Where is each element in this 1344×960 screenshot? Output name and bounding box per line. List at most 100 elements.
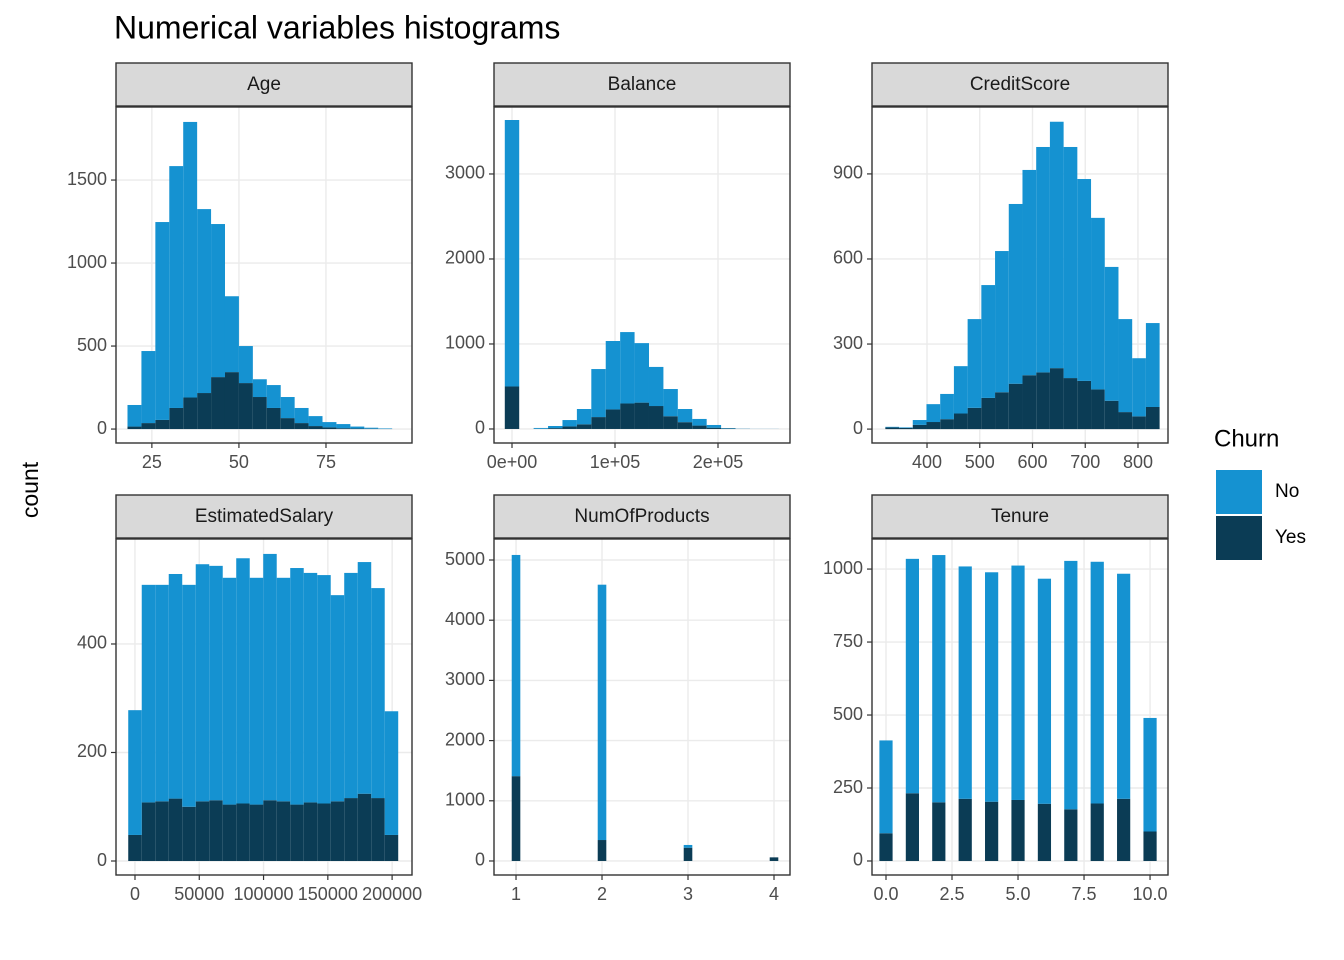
- histogram-bar: [663, 416, 678, 429]
- x-tick-label: 500: [965, 452, 995, 472]
- x-tick-label: 0: [130, 884, 140, 904]
- histogram-bar: [958, 566, 972, 799]
- histogram-bar: [597, 840, 607, 861]
- histogram-bar: [879, 833, 893, 861]
- facet-title: CreditScore: [970, 74, 1070, 95]
- histogram-bar: [683, 844, 693, 848]
- histogram-bar: [224, 372, 239, 430]
- histogram-bar: [576, 409, 592, 425]
- histogram-bar: [183, 121, 198, 398]
- histogram-bar: [303, 572, 318, 803]
- histogram-bar: [209, 800, 223, 862]
- histogram-bar: [1037, 803, 1052, 861]
- histogram-bar: [364, 427, 379, 429]
- x-tick-label: 150000: [298, 884, 358, 904]
- x-tick-label: 5.0: [1006, 884, 1031, 904]
- histogram-bar: [620, 332, 635, 404]
- histogram-bar: [280, 418, 295, 430]
- histogram-bar: [899, 427, 913, 430]
- histogram-bar: [222, 804, 237, 862]
- histogram-bar: [995, 392, 1009, 430]
- histogram-bar: [692, 425, 707, 429]
- histogram-bar: [981, 285, 996, 398]
- y-tick-label: 3000: [445, 669, 485, 689]
- panel-border: [871, 106, 1169, 444]
- histogram-bar: [1077, 179, 1092, 381]
- facet-title: Balance: [608, 74, 677, 95]
- x-tick-label: 1e+05: [590, 452, 641, 472]
- facet-strip: [493, 494, 791, 539]
- histogram-bar: [879, 740, 893, 834]
- x-tick-label: 2e+05: [693, 452, 744, 472]
- histogram-bar: [141, 423, 156, 430]
- panel-background: [494, 539, 790, 875]
- histogram-bar: [336, 424, 351, 429]
- histogram-bar: [127, 404, 142, 427]
- x-tick-label: 0.0: [873, 884, 898, 904]
- histogram-bar: [926, 404, 941, 423]
- histogram-bar: [1143, 717, 1157, 832]
- y-tick-label: 0: [97, 418, 107, 438]
- y-tick-label: 1500: [67, 169, 107, 189]
- histogram-bar: [303, 802, 318, 862]
- legend-key: [1216, 470, 1262, 514]
- y-tick-label: 1000: [445, 333, 485, 353]
- histogram-bar: [384, 711, 399, 835]
- y-axis-label: count: [17, 461, 43, 518]
- histogram-bar: [238, 383, 253, 430]
- histogram-bar: [591, 369, 606, 418]
- histogram-bar: [648, 406, 664, 429]
- histogram-bar: [932, 802, 946, 861]
- histogram-bar: [1064, 560, 1078, 810]
- histogram-bar: [932, 555, 946, 803]
- facet-title: Tenure: [991, 506, 1049, 527]
- histogram-bar: [548, 428, 563, 429]
- histogram-bar: [985, 801, 999, 861]
- histogram-bar: [195, 564, 210, 802]
- histogram-bar: [967, 407, 982, 430]
- histogram-bar: [1117, 573, 1131, 799]
- histogram-bar: [317, 803, 331, 862]
- histogram-bar: [1008, 383, 1023, 430]
- histogram-bar: [252, 397, 267, 430]
- x-tick-label: 700: [1070, 452, 1100, 472]
- histogram-bar: [1090, 803, 1104, 861]
- histogram-bar: [238, 346, 253, 384]
- histogram-bar: [155, 584, 169, 802]
- histogram-bar: [249, 804, 264, 862]
- y-tick-label: 300: [833, 333, 863, 353]
- histogram-bar: [357, 793, 372, 862]
- histogram-bar: [1132, 358, 1146, 417]
- histogram-bar: [195, 801, 210, 862]
- histogram-bar: [290, 804, 304, 862]
- histogram-bar: [769, 857, 779, 861]
- panel-border: [493, 538, 791, 876]
- histogram-bar: [168, 798, 183, 862]
- histogram-bar: [330, 595, 345, 802]
- histogram-bar: [249, 577, 264, 805]
- histogram-bar: [236, 558, 250, 804]
- x-tick-label: 0e+00: [487, 452, 538, 472]
- histogram-bar: [197, 209, 212, 394]
- histogram-bar: [276, 801, 291, 862]
- histogram-bar: [1117, 798, 1131, 861]
- histogram-bar: [322, 422, 337, 428]
- x-tick-label: 800: [1123, 452, 1153, 472]
- histogram-bar: [266, 407, 281, 430]
- x-tick-label: 25: [142, 452, 162, 472]
- histogram-bar: [317, 575, 331, 804]
- histogram-bar: [344, 572, 358, 799]
- histogram-bar: [1132, 416, 1146, 430]
- histogram-bar: [1091, 217, 1105, 390]
- histogram-bar: [211, 224, 225, 378]
- y-tick-label: 0: [97, 850, 107, 870]
- facet-strip: [871, 494, 1169, 539]
- histogram-bar: [344, 798, 358, 862]
- histogram-bar: [211, 377, 225, 430]
- histogram-bar: [1049, 368, 1064, 430]
- histogram-bar: [169, 407, 184, 430]
- x-tick-label: 10.0: [1133, 884, 1168, 904]
- histogram-bar: [1104, 400, 1119, 430]
- histogram-bar: [605, 341, 621, 410]
